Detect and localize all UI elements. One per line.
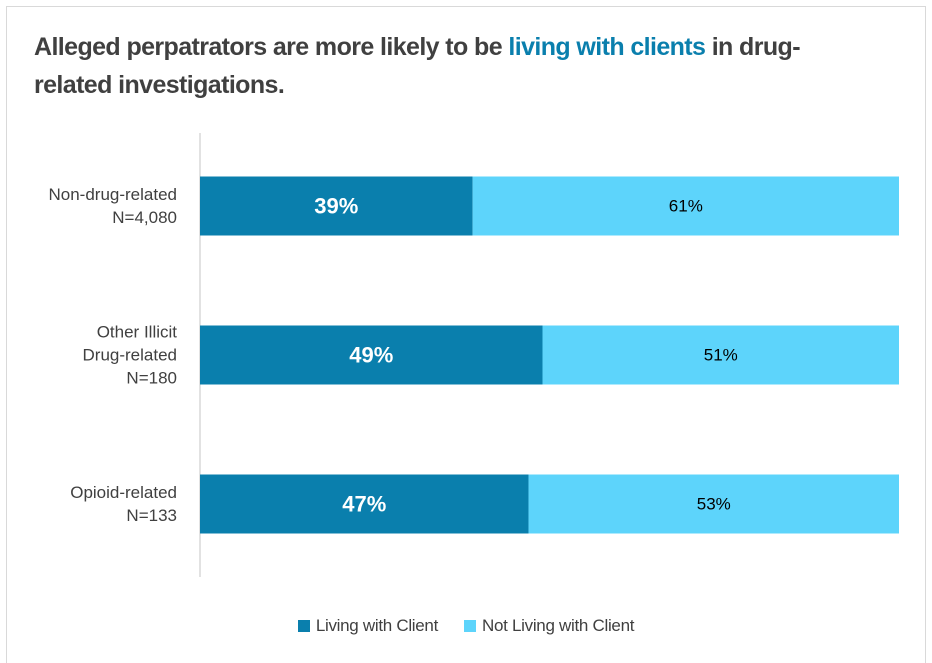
legend-swatch-living <box>297 620 310 632</box>
category-label-line: Opioid-related <box>70 483 177 502</box>
category-label-line: N=4,080 <box>112 208 177 227</box>
category-label-line: Other Illicit <box>97 323 178 342</box>
bar-living-0 <box>200 176 473 236</box>
data-label-living-0: 39% <box>314 194 358 219</box>
data-label-not-living-2: 53% <box>697 495 731 514</box>
bar-living-2 <box>200 474 529 534</box>
bar-not-living-1 <box>542 325 899 385</box>
data-label-living-2: 47% <box>342 492 386 517</box>
legend-label-not-living: Not Living with Client <box>482 616 635 635</box>
category-label-2: Opioid-related N=133 <box>70 483 177 525</box>
category-label-1: Other Illicit Drug-related N=180 <box>83 323 178 388</box>
legend-label-living: Living with Client <box>315 616 439 635</box>
legend-swatch-not-living <box>464 620 477 632</box>
chart-legend: Living with Client Not Living with Clien… <box>0 616 932 636</box>
data-label-living-1: 49% <box>349 343 393 368</box>
title-part-1: Alleged perpatrators are more likely to … <box>34 33 509 61</box>
category-label-0: Non-drug-related N=4,080 <box>48 185 177 227</box>
data-label-not-living-0: 61% <box>669 197 703 216</box>
bar-living-1 <box>200 325 543 385</box>
data-label-not-living-1: 51% <box>704 346 738 365</box>
title-highlight: living with clients <box>508 33 706 61</box>
category-label-line: Non-drug-related <box>48 185 177 204</box>
category-label-line: Drug-related <box>83 346 178 365</box>
title-part-2: in drug-related investigations. <box>34 33 801 99</box>
bar-not-living-0 <box>472 176 899 236</box>
legend-item-living: Living with Client <box>297 616 439 636</box>
legend-item-not-living: Not Living with Client <box>464 616 634 636</box>
category-label-line: N=180 <box>126 369 177 388</box>
bar-chart: 39% 61% Non-drug-related N=4,080 49% 51% Other… <box>48 133 899 577</box>
chart-title: Alleged perpatrators are more likely to … <box>34 28 874 104</box>
category-label-line: N=133 <box>126 506 177 525</box>
bar-not-living-2 <box>528 474 899 534</box>
